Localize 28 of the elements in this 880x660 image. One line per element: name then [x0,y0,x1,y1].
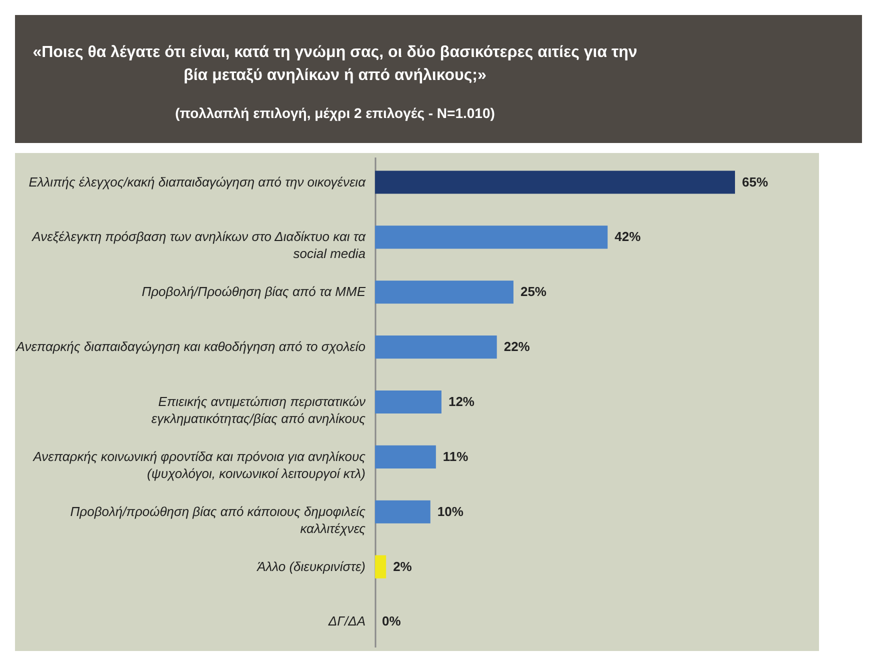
bar [375,500,430,524]
data-label: 22% [504,339,530,354]
bar [375,336,497,359]
y-tick-label: Ανεπαρκής κοινωνική φροντίδα και πρόνοια για ανηλίκους (ψυχολόγοι, κοινωνικοί λειτουργοί κτλ) [32,448,366,481]
y-tick-label: ΔΓ/ΔΑ [327,614,366,629]
data-label: 12% [448,394,475,409]
y-tick-label: Προβολή/Προώθηση βίας από τα ΜΜΕ [142,284,366,300]
y-tick-label: Προβολή/προώθηση βίας από κάποιους δημοφιλείς καλλιτέχνες [70,504,366,536]
y-tick-label: Άλλο (διευκρινίστε) [256,558,366,574]
data-label: 2% [393,558,412,574]
chart-subtitle: (πολλαπλή επιλογή, μέχρι 2 επιλογές - N=1.010) [174,105,496,121]
bar [375,555,386,578]
data-label: 0% [382,614,402,629]
data-label: 11% [442,448,469,464]
bar [375,280,514,304]
bar [375,445,436,468]
data-label: 25% [520,284,547,300]
data-label: 65% [742,174,768,190]
y-tick-label: Επιεικής αντιμετώπιση περιστατικών εγκληματικότητας/βίας από ανηλίκους [151,394,366,426]
y-tick-label: Ανεπαρκής διαπαιδαγώγηση και καθοδήγηση από το σχολείο [15,339,366,354]
data-label: 42% [614,229,642,244]
chart-title: «Ποιες θα λέγατε ότι είναι, κατά τη γνώμη σας, οι δύο βασικότερες αιτίες για την βία μεταξύ ανηλίκων ή από ανήλικους;» [32,43,638,86]
data-label: 10% [437,504,464,519]
bar [375,390,442,414]
bar [375,226,608,249]
bar [375,170,735,194]
y-tick-label: Ανεξέλεγκτη πρόσβαση των ανηλίκων στο Διαδίκτυο και τα social media [31,229,366,262]
y-tick-label: Ελλιπής έλεγχος/κακή διαπαιδαγώγηση από την οικογένεια [28,174,366,190]
